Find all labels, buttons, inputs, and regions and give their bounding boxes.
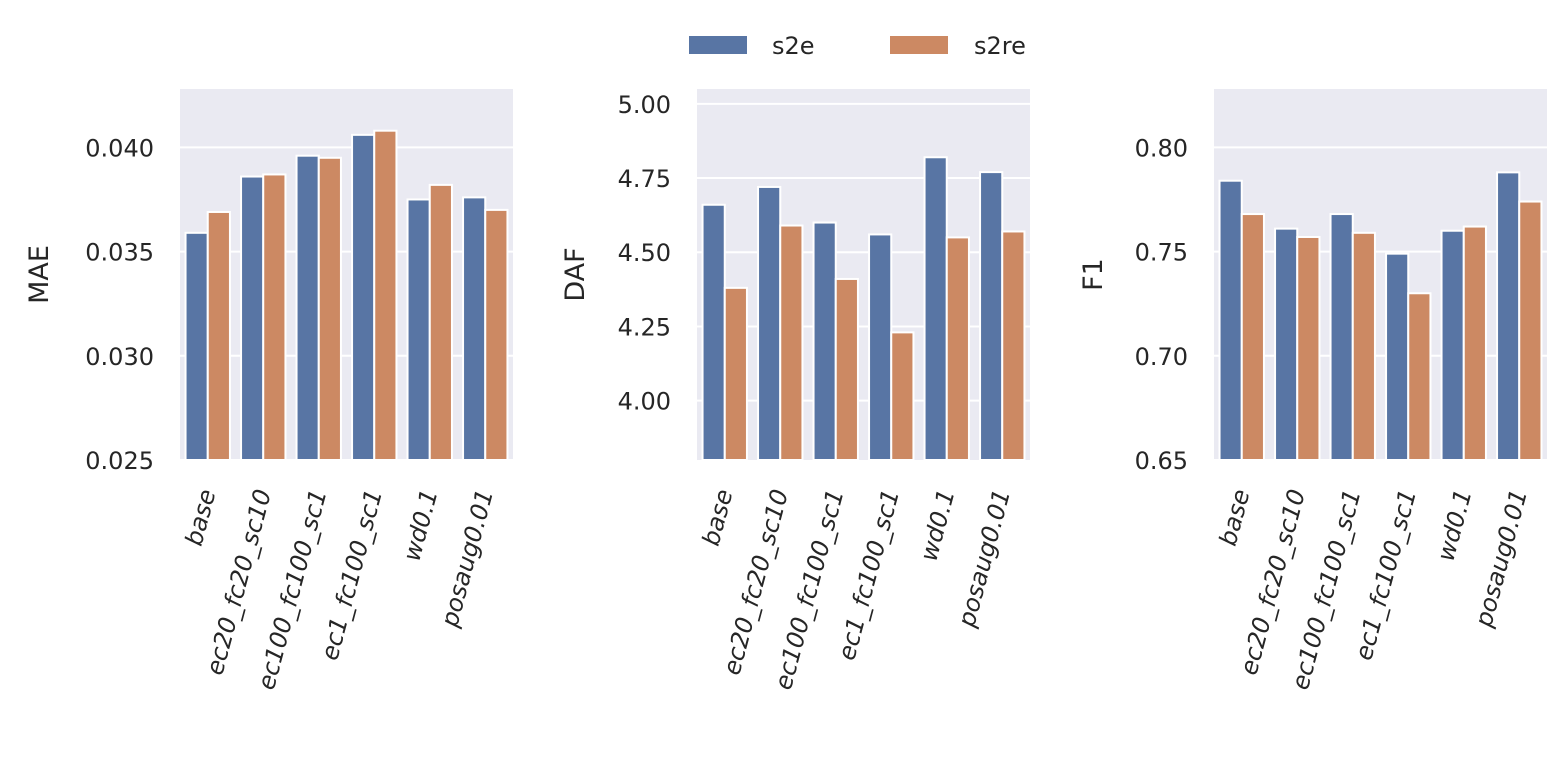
mae-ytick-label: 0.040 (85, 134, 154, 162)
daf-bar-s2e-5 (979, 171, 1004, 461)
daf-category-label: wd0.1 (915, 486, 961, 564)
f1-bar-s2e-2 (1329, 213, 1354, 461)
mae-bar-s2e-2 (295, 154, 320, 461)
mae-bar-s2re-1 (262, 173, 287, 462)
mae-bar-s2re-4 (428, 183, 453, 461)
mae-ytick-label: 0.030 (85, 343, 154, 371)
daf-bar-s2e-4 (923, 156, 948, 461)
mae-bar-s2re-3 (373, 129, 398, 461)
mae-bar-s2re-5 (484, 208, 509, 461)
daf-bar-s2e-0 (701, 203, 726, 461)
panel-f1: 0.650.700.750.80baseec20_fc20_sc10ec100_… (1078, 89, 1547, 693)
mae-bar-s2re-2 (317, 156, 342, 462)
legend-swatch-s2re (890, 36, 948, 54)
legend-label-s2re: s2re (974, 32, 1026, 60)
f1-ytick-label: 0.80 (1135, 134, 1188, 162)
mae-bar-s2e-3 (351, 133, 376, 461)
daf-ytick-label: 4.75 (618, 165, 671, 193)
legend-label-s2e: s2e (772, 32, 815, 60)
daf-category-label: base (697, 486, 739, 549)
mae-bar-s2e-1 (240, 175, 265, 461)
f1-bar-s2e-5 (1496, 171, 1521, 461)
daf-plot-background (697, 89, 1030, 460)
f1-bar-s2e-1 (1274, 227, 1299, 461)
panel-daf: 4.004.254.504.755.00baseec20_fc20_sc10ec… (560, 89, 1030, 693)
daf-ytick-label: 4.25 (618, 313, 671, 341)
legend: s2e s2re (689, 32, 1026, 60)
f1-bar-s2re-1 (1296, 235, 1321, 461)
daf-bar-s2e-3 (868, 233, 893, 461)
daf-category-label: posaug0.01 (952, 486, 1016, 630)
mae-ytick-label: 0.035 (85, 239, 154, 267)
f1-ytick-label: 0.65 (1135, 447, 1188, 475)
f1-plot-background (1214, 89, 1547, 460)
daf-bar-s2re-5 (1001, 230, 1026, 461)
daf-bar-s2re-0 (723, 286, 748, 461)
f1-bar-s2e-0 (1218, 179, 1243, 462)
f1-category-label: base (1214, 486, 1256, 549)
daf-ytick-label: 4.00 (618, 388, 671, 416)
f1-category-label: posaug0.01 (1469, 486, 1533, 630)
mae-category-label: posaug0.01 (435, 486, 499, 630)
daf-bar-s2e-2 (812, 221, 837, 461)
f1-bar-s2e-3 (1385, 252, 1410, 461)
f1-ytick-label: 0.75 (1135, 239, 1188, 267)
daf-ytick-label: 4.50 (618, 239, 671, 267)
legend-swatch-s2e (689, 36, 747, 54)
f1-bar-s2re-3 (1407, 292, 1432, 461)
f1-bar-s2re-5 (1518, 200, 1543, 461)
daf-ytick-label: 5.00 (618, 91, 671, 119)
f1-ytick-label: 0.70 (1135, 343, 1188, 371)
mae-ytick-label: 0.025 (85, 447, 154, 475)
f1-bar-s2re-0 (1240, 213, 1265, 461)
f1-bar-s2re-4 (1462, 225, 1487, 461)
mae-category-label: wd0.1 (398, 486, 444, 564)
mae-bar-s2e-5 (462, 196, 487, 461)
daf-bar-s2re-3 (890, 331, 915, 462)
mae-bar-s2e-4 (406, 198, 431, 462)
daf-bar-s2e-1 (757, 185, 782, 461)
panel-mae: 0.0250.0300.0350.040baseec20_fc20_sc10ec… (24, 89, 513, 693)
daf-bar-s2re-2 (834, 277, 859, 461)
f1-category-label: wd0.1 (1432, 486, 1478, 564)
mae-plot-background (180, 89, 513, 460)
daf-bar-s2re-4 (945, 236, 970, 461)
f1-y-axis-label: F1 (1078, 258, 1109, 291)
mae-bar-s2re-0 (206, 210, 231, 461)
mae-y-axis-label: MAE (24, 245, 55, 304)
f1-bar-s2e-4 (1440, 229, 1465, 461)
daf-y-axis-label: DAF (560, 247, 591, 301)
daf-bar-s2re-1 (779, 224, 804, 461)
mae-category-label: base (180, 486, 222, 549)
mae-bar-s2e-0 (184, 231, 209, 461)
f1-bar-s2re-2 (1351, 231, 1376, 461)
